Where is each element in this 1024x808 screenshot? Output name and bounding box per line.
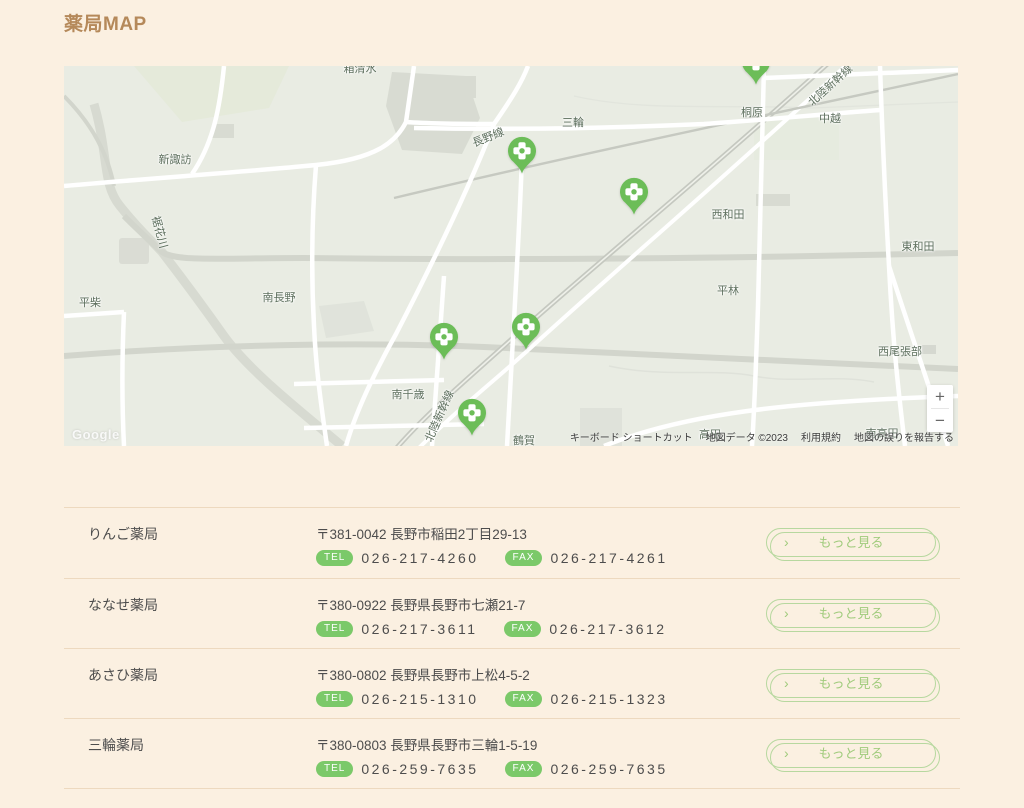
chevron-right-icon: › xyxy=(784,675,789,691)
tel-badge: TEL xyxy=(316,761,354,777)
pharmacy-address: 〒380-0922 長野県長野市七瀬21-7 xyxy=(316,598,526,613)
map-attribution: キーボード ショートカット 地図データ ©2023 利用規約 地図の誤りを報告す… xyxy=(570,429,954,444)
pharmacy-pin[interactable] xyxy=(457,398,487,436)
fax-number: 026-217-4261 xyxy=(550,550,668,566)
more-button-label: もっと見る xyxy=(818,535,884,550)
pharmacy-pin[interactable] xyxy=(511,312,541,350)
pharmacy-phones: TEL 026-259-7635 FAX 026-259-7635 xyxy=(316,761,766,777)
pharmacy-phones: TEL 026-215-1310 FAX 026-215-1323 xyxy=(316,691,766,707)
pharmacy-pin[interactable] xyxy=(619,177,649,215)
pharmacy-name: あさひ薬局 xyxy=(88,667,158,683)
fax-number: 026-215-1323 xyxy=(550,691,668,707)
pharmacy-name: ななせ薬局 xyxy=(88,597,158,613)
pharmacy-cross-icon xyxy=(458,398,486,436)
tel-badge: TEL xyxy=(316,621,354,637)
google-logo[interactable]: Google xyxy=(72,427,120,442)
more-button[interactable]: › もっと見る xyxy=(766,669,940,702)
map-zoom-control: + − xyxy=(927,385,953,432)
pharmacy-cross-icon xyxy=(508,136,536,174)
pharmacy-address: 〒380-0802 長野県長野市上松4-5-2 xyxy=(316,668,530,683)
more-button-label: もっと見る xyxy=(818,676,884,691)
more-button-label: もっと見る xyxy=(818,746,884,761)
page-title: 薬局MAP xyxy=(64,14,147,35)
chevron-right-icon: › xyxy=(784,605,789,621)
map-terrain xyxy=(64,66,958,446)
tel-number: 026-215-1310 xyxy=(361,691,479,707)
pharmacy-info: 〒381-0042 長野市稲田2丁目29-13 TEL 026-217-4260… xyxy=(316,527,766,566)
chevron-right-icon: › xyxy=(784,745,789,761)
pharmacy-cross-icon xyxy=(620,177,648,215)
pharmacy-row: ななせ薬局 〒380-0922 長野県長野市七瀬21-7 TEL 026-217… xyxy=(64,578,960,648)
fax-badge: FAX xyxy=(504,550,543,566)
more-button-label: もっと見る xyxy=(818,606,884,621)
map-canvas[interactable]: 箱清水 三輪 長野線 北陸新幹線 桐原 中越 新諏訪 西和田 東和田 裾花川 平林 平柴 南長野 西尾張部… xyxy=(64,66,958,446)
pharmacy-cross-icon xyxy=(742,66,770,85)
pharmacy-name: りんご薬局 xyxy=(88,526,158,542)
map-data-label: 地図データ ©2023 xyxy=(705,433,788,444)
chevron-right-icon: › xyxy=(784,534,789,550)
content-area: 薬局MAP xyxy=(64,14,960,789)
more-button[interactable]: › もっと見る xyxy=(766,599,940,632)
fax-badge: FAX xyxy=(504,761,543,777)
pharmacy-info: 〒380-0802 長野県長野市上松4-5-2 TEL 026-215-1310… xyxy=(316,668,766,707)
pharmacy-address: 〒380-0803 長野県長野市三輪1-5-19 xyxy=(316,738,538,753)
pharmacy-cross-icon xyxy=(512,312,540,350)
pharmacy-cross-icon xyxy=(430,322,458,360)
pharmacy-row: 三輪薬局 〒380-0803 長野県長野市三輪1-5-19 TEL 026-25… xyxy=(64,718,960,788)
keyboard-shortcuts-link[interactable]: キーボード ショートカット xyxy=(569,433,693,444)
terms-link[interactable]: 利用規約 xyxy=(801,433,841,444)
pharmacy-row: りんご薬局 〒381-0042 長野市稲田2丁目29-13 TEL 026-21… xyxy=(64,508,960,578)
tel-number: 026-217-4260 xyxy=(361,550,479,566)
pharmacy-address: 〒381-0042 長野市稲田2丁目29-13 xyxy=(316,527,527,542)
report-error-link[interactable]: 地図の誤りを報告する xyxy=(854,433,954,444)
pharmacy-list: りんご薬局 〒381-0042 長野市稲田2丁目29-13 TEL 026-21… xyxy=(64,507,960,789)
tel-number: 026-259-7635 xyxy=(361,761,479,777)
zoom-in-button[interactable]: + xyxy=(927,385,953,408)
tel-badge: TEL xyxy=(316,550,354,566)
fax-number: 026-259-7635 xyxy=(550,761,668,777)
fax-badge: FAX xyxy=(504,691,543,707)
pharmacy-phones: TEL 026-217-3611 FAX 026-217-3612 xyxy=(316,621,766,637)
pharmacy-phones: TEL 026-217-4260 FAX 026-217-4261 xyxy=(316,550,766,566)
pharmacy-name: 三輪薬局 xyxy=(88,737,144,753)
pharmacy-info: 〒380-0803 長野県長野市三輪1-5-19 TEL 026-259-763… xyxy=(316,738,766,777)
fax-number: 026-217-3612 xyxy=(549,621,667,637)
pharmacy-pin[interactable] xyxy=(429,322,459,360)
pharmacy-pin[interactable] xyxy=(741,66,771,85)
zoom-out-button[interactable]: − xyxy=(927,409,953,432)
pharmacy-info: 〒380-0922 長野県長野市七瀬21-7 TEL 026-217-3611 … xyxy=(316,598,766,637)
more-button[interactable]: › もっと見る xyxy=(766,739,940,772)
zoom-control-divider xyxy=(931,408,949,409)
fax-badge: FAX xyxy=(503,621,542,637)
pharmacy-pin[interactable] xyxy=(507,136,537,174)
tel-number: 026-217-3611 xyxy=(361,621,478,637)
tel-badge: TEL xyxy=(316,691,354,707)
pharmacy-row: あさひ薬局 〒380-0802 長野県長野市上松4-5-2 TEL 026-21… xyxy=(64,648,960,718)
more-button[interactable]: › もっと見る xyxy=(766,528,940,561)
